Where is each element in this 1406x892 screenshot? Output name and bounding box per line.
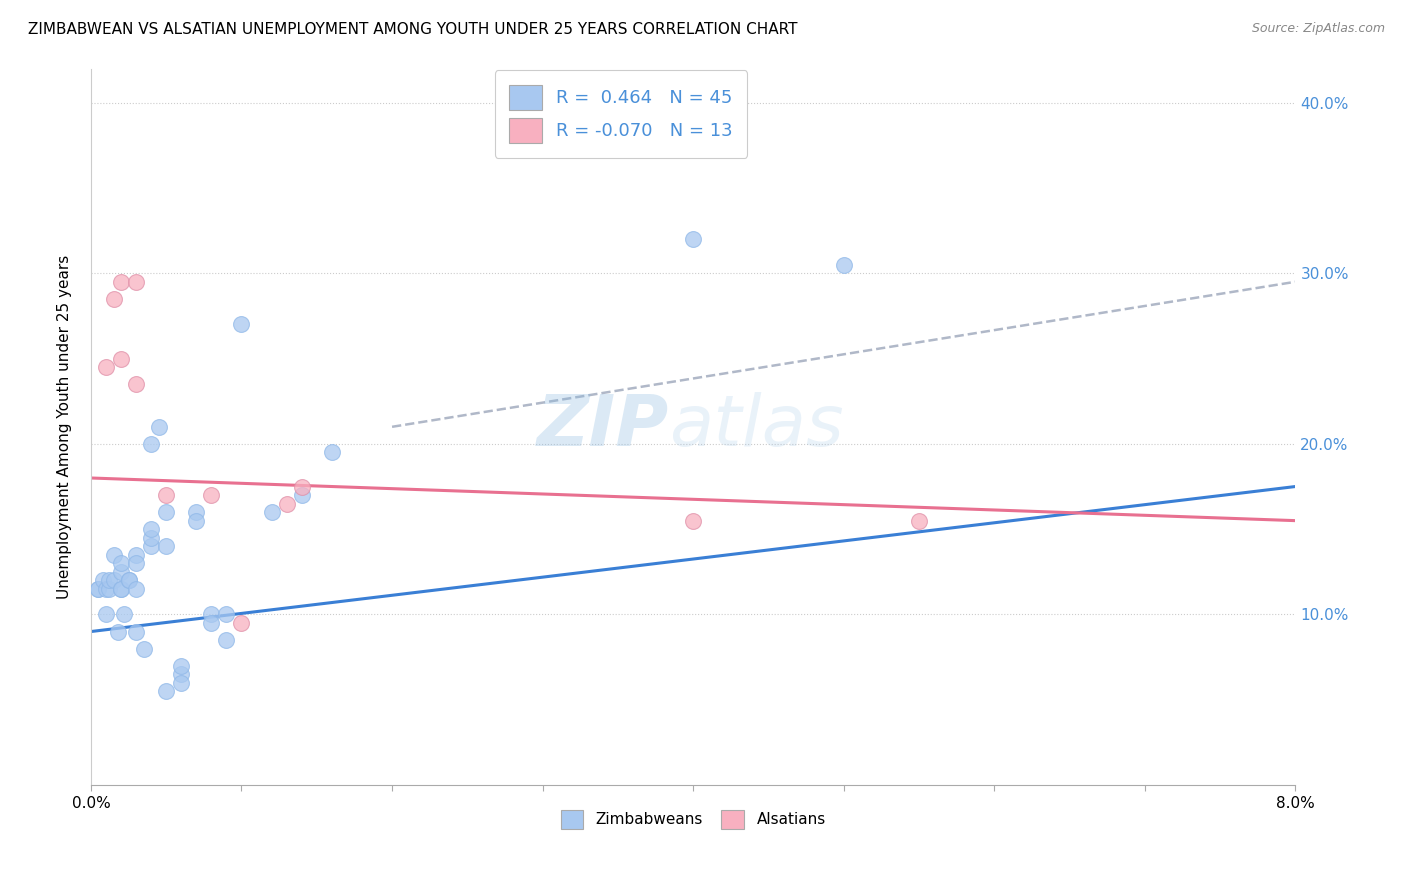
Point xyxy=(110,275,132,289)
Point xyxy=(832,258,855,272)
Point xyxy=(291,479,314,493)
Point xyxy=(291,488,314,502)
Point xyxy=(141,437,163,451)
Point xyxy=(125,624,148,639)
Point xyxy=(125,377,148,392)
Point xyxy=(132,641,155,656)
Legend: Zimbabweans, Alsatians: Zimbabweans, Alsatians xyxy=(554,804,832,835)
Point xyxy=(170,658,193,673)
Point xyxy=(110,556,132,570)
Point xyxy=(103,574,125,588)
Point xyxy=(155,539,177,553)
Point xyxy=(200,607,222,622)
Point xyxy=(94,582,117,596)
Point xyxy=(112,607,135,622)
Point xyxy=(155,505,177,519)
Point xyxy=(103,548,125,562)
Point xyxy=(260,505,283,519)
Point xyxy=(98,582,121,596)
Point xyxy=(186,514,208,528)
Point xyxy=(148,419,170,434)
Point xyxy=(141,522,163,536)
Text: ZIMBABWEAN VS ALSATIAN UNEMPLOYMENT AMONG YOUTH UNDER 25 YEARS CORRELATION CHART: ZIMBABWEAN VS ALSATIAN UNEMPLOYMENT AMON… xyxy=(28,22,797,37)
Point xyxy=(155,684,177,698)
Point xyxy=(215,633,238,648)
Point xyxy=(117,574,139,588)
Point xyxy=(186,505,208,519)
Point xyxy=(231,615,253,630)
Point xyxy=(94,360,117,375)
Point xyxy=(94,607,117,622)
Point xyxy=(110,351,132,366)
Y-axis label: Unemployment Among Youth under 25 years: Unemployment Among Youth under 25 years xyxy=(58,255,72,599)
Point xyxy=(87,582,110,596)
Point xyxy=(141,531,163,545)
Point xyxy=(321,445,343,459)
Point xyxy=(125,582,148,596)
Point xyxy=(276,497,298,511)
Point xyxy=(125,556,148,570)
Point xyxy=(117,574,139,588)
Point xyxy=(231,318,253,332)
Point xyxy=(110,582,132,596)
Point xyxy=(125,548,148,562)
Point xyxy=(682,514,704,528)
Point xyxy=(107,624,129,639)
Point xyxy=(682,232,704,246)
Point xyxy=(103,292,125,306)
Point xyxy=(155,488,177,502)
Point xyxy=(908,514,931,528)
Point xyxy=(110,565,132,579)
Point xyxy=(200,488,222,502)
Point xyxy=(170,675,193,690)
Point xyxy=(91,574,114,588)
Point xyxy=(87,582,110,596)
Text: Source: ZipAtlas.com: Source: ZipAtlas.com xyxy=(1251,22,1385,36)
Text: atlas: atlas xyxy=(669,392,844,461)
Point xyxy=(141,539,163,553)
Point xyxy=(98,574,121,588)
Point xyxy=(215,607,238,622)
Point xyxy=(110,582,132,596)
Text: ZIP: ZIP xyxy=(537,392,669,461)
Point xyxy=(200,615,222,630)
Point xyxy=(125,275,148,289)
Point xyxy=(170,667,193,681)
